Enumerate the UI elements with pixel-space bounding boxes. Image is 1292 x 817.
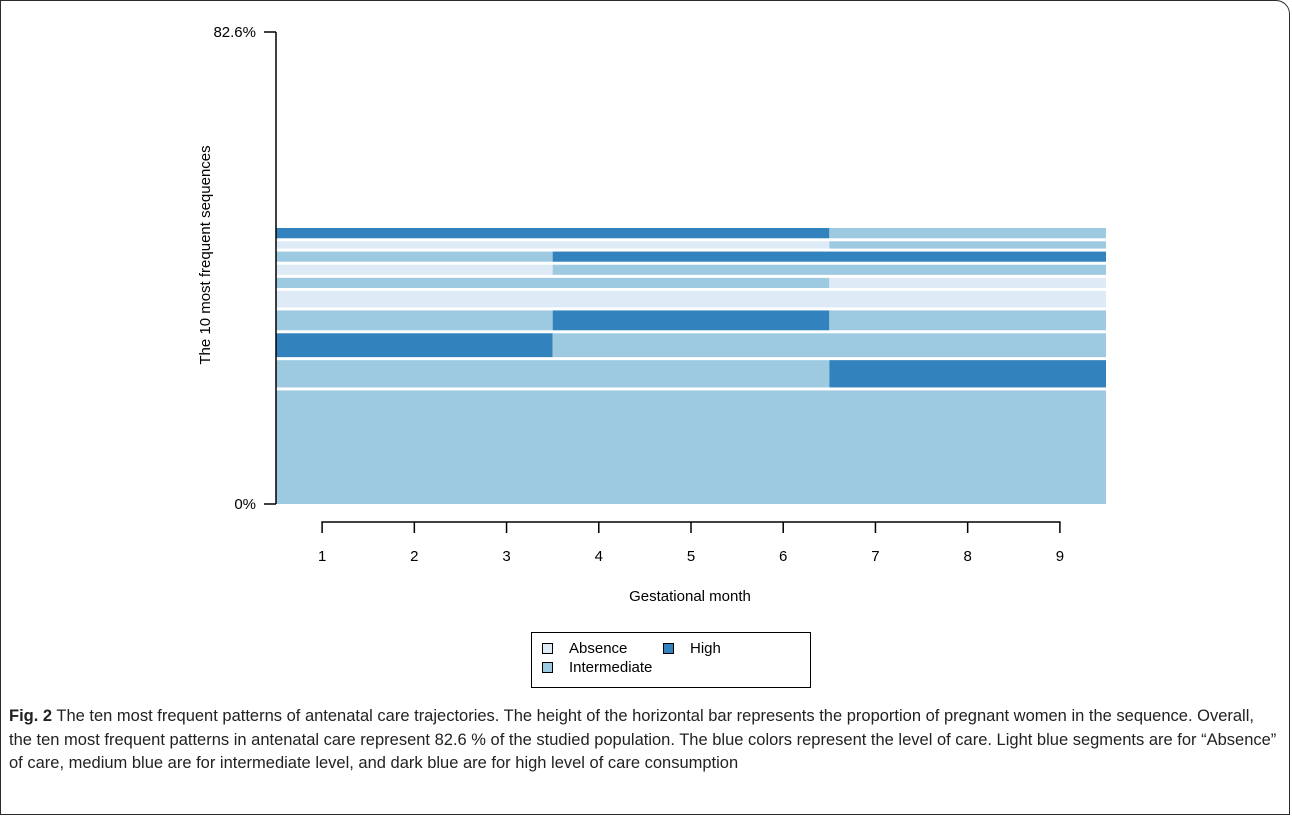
legend-label-absence: Absence — [569, 640, 628, 657]
sequence-4-segment-high — [552, 310, 830, 331]
x-tick-label: 7 — [871, 548, 879, 565]
legend-swatch-intermediate — [542, 662, 553, 673]
sequence-3-segment-intermediate — [552, 333, 1106, 358]
caption-text: The ten most frequent patterns of antena… — [9, 707, 1277, 772]
x-tick-label: 3 — [502, 548, 510, 565]
sequence-10-segment-intermediate — [829, 228, 1106, 239]
sequence-chart: 0% 82.6% 1 2 3 4 5 6 7 8 9 The 10 most frequent s… — [197, 24, 1106, 605]
legend-item-absence: Absence — [542, 640, 627, 657]
figure-caption: Fig. 2 The ten most frequent patterns of… — [9, 705, 1279, 776]
y-axis: 0% 82.6% — [213, 24, 277, 513]
legend-swatch-high — [663, 643, 674, 654]
x-tick-label: 8 — [963, 548, 971, 565]
legend-swatch-absence — [542, 643, 553, 654]
legend-label-intermediate: Intermediate — [569, 659, 653, 676]
y-tick-label: 82.6% — [213, 24, 256, 41]
sequence-6-segment-intermediate — [276, 277, 830, 288]
legend-label-high: High — [690, 640, 721, 657]
x-tick-label: 6 — [779, 548, 787, 565]
legend-item-intermediate: Intermediate — [542, 659, 652, 676]
sequence-1-segment-intermediate — [276, 390, 1106, 504]
figure-label: Fig. 2 — [9, 707, 53, 725]
legend: Absence High Intermediate — [531, 632, 811, 688]
sequence-2-segment-intermediate — [276, 360, 830, 388]
legend-item-high: High — [663, 640, 721, 657]
x-axis-label: Gestational month — [629, 588, 751, 605]
sequence-2-segment-high — [829, 360, 1106, 388]
x-axis: 1 2 3 4 5 6 7 8 9 — [318, 521, 1064, 565]
x-tick-label: 5 — [687, 548, 695, 565]
x-tick-label: 2 — [410, 548, 418, 565]
x-tick-label: 9 — [1056, 548, 1064, 565]
sequence-4-segment-intermediate — [276, 310, 553, 331]
sequence-3-segment-high — [276, 333, 553, 358]
sequence-10-segment-high — [276, 228, 830, 239]
y-tick-label: 0% — [234, 496, 256, 513]
sequence-9-segment-intermediate — [829, 241, 1106, 249]
x-tick-label: 1 — [318, 548, 326, 565]
sequence-8-segment-high — [552, 251, 1106, 262]
sequence-5-segment-absence — [276, 291, 1106, 308]
sequence-9-segment-absence — [276, 241, 830, 249]
sequence-bars — [276, 228, 1106, 504]
sequence-8-segment-intermediate — [276, 251, 553, 262]
x-tick-label: 4 — [595, 548, 603, 565]
sequence-7-segment-intermediate — [552, 264, 1106, 275]
sequence-6-segment-absence — [829, 277, 1106, 288]
sequence-7-segment-absence — [276, 264, 553, 275]
sequence-4-segment-intermediate — [829, 310, 1106, 331]
y-axis-label: The 10 most frequent sequences — [197, 145, 214, 364]
